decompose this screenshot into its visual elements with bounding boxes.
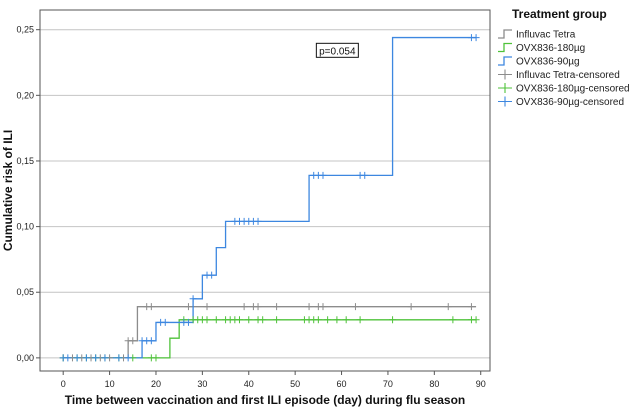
censor-mark bbox=[208, 271, 216, 279]
censor-mark bbox=[240, 303, 248, 311]
p-value-text: p=0.054 bbox=[319, 46, 356, 57]
censor-mark bbox=[101, 354, 109, 362]
y-axis-label: Cumulative risk of ILI bbox=[1, 130, 15, 251]
censor-mark bbox=[356, 316, 364, 324]
censor-mark bbox=[124, 354, 132, 362]
censor-mark bbox=[333, 316, 341, 324]
censor-mark bbox=[203, 303, 211, 311]
legend: Treatment group Influvac Tetra OVX836-180µ… bbox=[498, 7, 630, 108]
censor-mark bbox=[467, 303, 475, 311]
censor-mark bbox=[115, 354, 123, 362]
x-tick-label: 50 bbox=[290, 379, 300, 389]
censor-mark bbox=[254, 303, 262, 311]
x-axis-label: Time between vaccination and first ILI e… bbox=[65, 393, 466, 407]
censor-marks-layer bbox=[59, 34, 480, 362]
y-tick-label: 0,25 bbox=[16, 25, 34, 35]
legend-line-swatch bbox=[498, 42, 512, 53]
legend-label: OVX836-90µg-censored bbox=[516, 97, 624, 108]
x-tick-label: 40 bbox=[244, 379, 254, 389]
legend-censor-swatch bbox=[498, 69, 512, 80]
censor-mark bbox=[351, 303, 359, 311]
x-tick-label: 70 bbox=[383, 379, 393, 389]
legend-title: Treatment group bbox=[512, 7, 607, 21]
p-value-box bbox=[315, 42, 359, 58]
x-tick-label: 60 bbox=[337, 379, 347, 389]
censor-mark bbox=[305, 303, 313, 311]
censor-mark bbox=[407, 303, 415, 311]
x-tick-label: 30 bbox=[197, 379, 207, 389]
x-tick-label: 80 bbox=[429, 379, 439, 389]
legend-line-swatch bbox=[498, 56, 512, 66]
censor-mark bbox=[324, 316, 332, 324]
censor-mark bbox=[273, 316, 281, 324]
x-tick-label: 10 bbox=[105, 379, 115, 389]
series-layer bbox=[63, 36, 477, 359]
x-tick-label: 20 bbox=[151, 379, 161, 389]
censor-mark bbox=[259, 316, 267, 324]
axes: 0,00 0,05 0,10 0,15 0,20 0,25 0 10 20 30 40 50 60 70 8… bbox=[16, 9, 491, 389]
legend-censor-swatch bbox=[498, 96, 512, 107]
censor-mark bbox=[444, 303, 452, 311]
censor-mark bbox=[361, 171, 369, 179]
legend-censor-swatch bbox=[498, 83, 512, 93]
censor-mark bbox=[92, 354, 100, 362]
censor-mark bbox=[254, 217, 262, 225]
x-tick-label: 0 bbox=[61, 379, 66, 389]
censor-mark bbox=[319, 303, 327, 311]
censor-mark bbox=[184, 318, 192, 326]
legend-line-swatch bbox=[498, 29, 512, 39]
censor-mark bbox=[314, 316, 322, 324]
censor-mark bbox=[73, 354, 81, 362]
y-tick-label: 0,00 bbox=[16, 353, 34, 363]
series-line bbox=[63, 306, 477, 359]
censor-mark bbox=[184, 303, 192, 311]
x-tick-label: 90 bbox=[476, 379, 486, 389]
legend-label: Influvac Tetra-censored bbox=[516, 70, 620, 81]
series-line bbox=[63, 319, 477, 359]
censor-mark bbox=[319, 171, 327, 179]
censor-mark bbox=[161, 318, 169, 326]
legend-label: OVX836-180µg bbox=[516, 43, 585, 54]
plot-frame bbox=[39, 9, 491, 372]
censor-mark bbox=[342, 316, 350, 324]
y-tick-label: 0,05 bbox=[16, 287, 34, 297]
censor-mark bbox=[189, 295, 197, 303]
series-line bbox=[63, 36, 477, 359]
censor-mark bbox=[389, 316, 397, 324]
y-tick-label: 0,10 bbox=[16, 222, 34, 232]
censor-mark bbox=[147, 303, 155, 311]
censor-mark bbox=[212, 316, 220, 324]
censor-mark bbox=[129, 337, 137, 345]
censor-mark bbox=[472, 34, 480, 42]
legend-label: OVX836-90µg bbox=[516, 57, 580, 68]
censor-mark bbox=[449, 316, 457, 324]
censor-mark bbox=[203, 316, 211, 324]
legend-label: OVX836-180µg-censored bbox=[516, 84, 630, 95]
legend-label: Influvac Tetra bbox=[516, 30, 576, 41]
censor-mark bbox=[235, 316, 243, 324]
censor-mark bbox=[82, 354, 90, 362]
y-tick-label: 0,20 bbox=[16, 90, 34, 100]
censor-mark bbox=[273, 303, 281, 311]
grid-lines bbox=[40, 29, 490, 359]
censor-mark bbox=[245, 316, 253, 324]
censor-mark bbox=[152, 354, 160, 362]
censor-mark bbox=[64, 354, 72, 362]
y-tick-label: 0,15 bbox=[16, 156, 34, 166]
censor-mark bbox=[472, 316, 480, 324]
censor-mark bbox=[147, 337, 155, 345]
p-value-annotation: p=0.054 bbox=[315, 42, 359, 58]
